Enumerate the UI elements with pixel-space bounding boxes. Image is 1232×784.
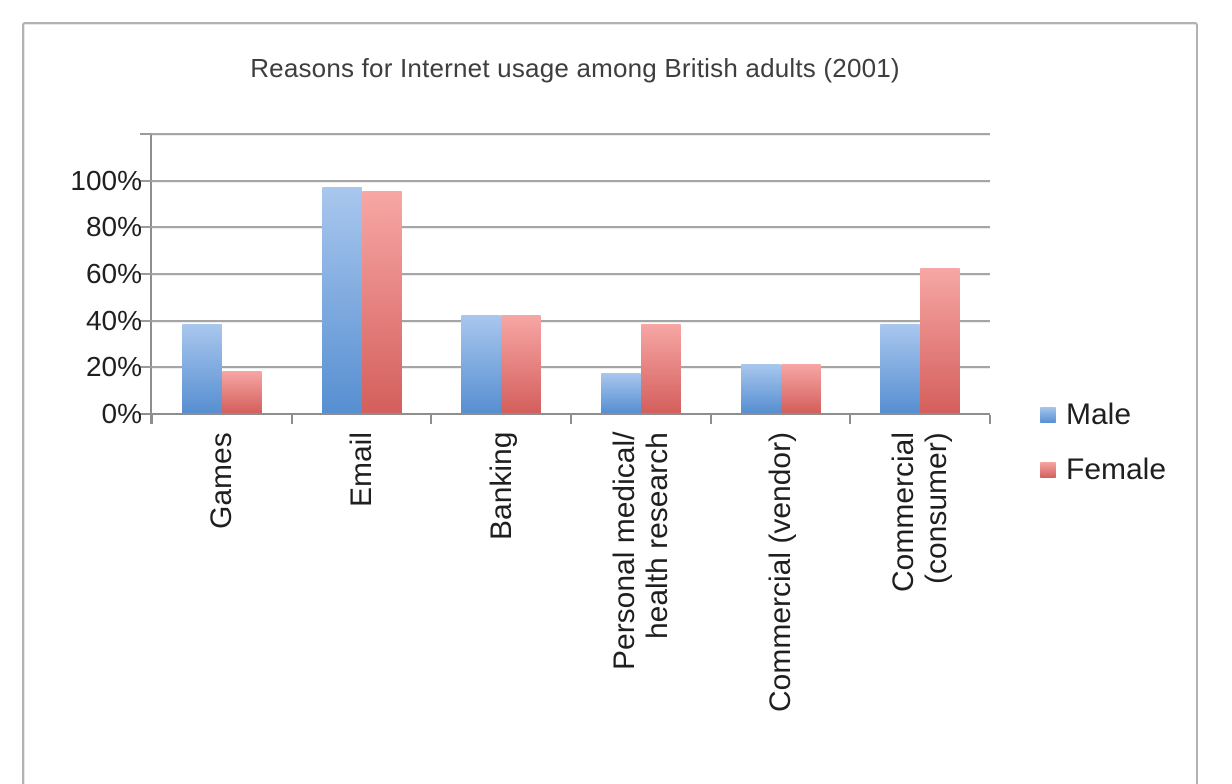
x-axis-label: Email: [345, 432, 378, 508]
bar-male-5: [880, 324, 920, 413]
bar-male-2: [461, 315, 501, 413]
legend-item-female: Female: [1040, 453, 1166, 487]
x-axis-label: Commercial (vendor): [764, 432, 797, 713]
bar-female-2: [501, 315, 541, 413]
legend-label-female: Female: [1066, 453, 1167, 486]
y-tick: [140, 366, 152, 369]
x-axis-label: Personal medical/ health research: [608, 432, 674, 671]
legend-label-male: Male: [1066, 398, 1132, 431]
gridline: [152, 273, 990, 275]
x-axis-label: Commercial (consumer): [887, 432, 953, 593]
bar-female-5: [920, 268, 960, 413]
x-tick: [291, 415, 293, 424]
gridline: [152, 179, 990, 182]
y-axis-label: 40%: [85, 304, 142, 336]
legend-swatch-female: [1040, 462, 1056, 478]
x-axis-line: [140, 413, 990, 415]
legend-swatch-male: [1040, 407, 1056, 423]
bar-female-4: [781, 364, 821, 413]
bar-female-3: [641, 324, 681, 413]
x-tick: [710, 415, 712, 424]
bar-female-1: [362, 191, 402, 413]
y-axis-line: [150, 133, 152, 424]
chart-canvas: { "chart_data": { "type": "bar", "title"…: [22, 22, 1198, 784]
y-axis-label: 20%: [85, 351, 142, 383]
y-axis-label: 100%: [70, 164, 142, 196]
gridline: [152, 319, 990, 322]
x-axis-label: Banking: [485, 432, 518, 541]
x-axis-label: Games: [205, 432, 238, 529]
y-tick: [140, 133, 152, 135]
chart-title: Reasons for Internet usage among British…: [250, 53, 900, 83]
x-tick: [430, 415, 432, 424]
x-tick: [151, 415, 153, 424]
plot-area: [140, 133, 991, 424]
y-tick: [140, 273, 152, 275]
gridline: [152, 133, 990, 135]
bar-male-0: [182, 324, 222, 413]
bar-male-1: [322, 187, 362, 413]
bar-female-0: [222, 371, 262, 413]
x-tick: [570, 415, 572, 424]
y-axis-label: 60%: [85, 258, 142, 289]
x-tick: [989, 415, 991, 424]
y-tick: [140, 226, 152, 229]
legend: Male Female: [1040, 398, 1166, 508]
gridline: [152, 226, 990, 229]
bar-male-3: [601, 373, 641, 413]
x-tick: [849, 415, 851, 424]
legend-item-male: Male: [1040, 398, 1166, 432]
y-tick: [140, 179, 152, 182]
y-tick: [140, 319, 152, 322]
gridline: [152, 366, 990, 369]
bar-male-4: [741, 364, 781, 413]
y-axis-label: 0%: [101, 398, 142, 429]
outer-frame: [22, 22, 1198, 784]
y-axis-label: 80%: [85, 211, 142, 243]
